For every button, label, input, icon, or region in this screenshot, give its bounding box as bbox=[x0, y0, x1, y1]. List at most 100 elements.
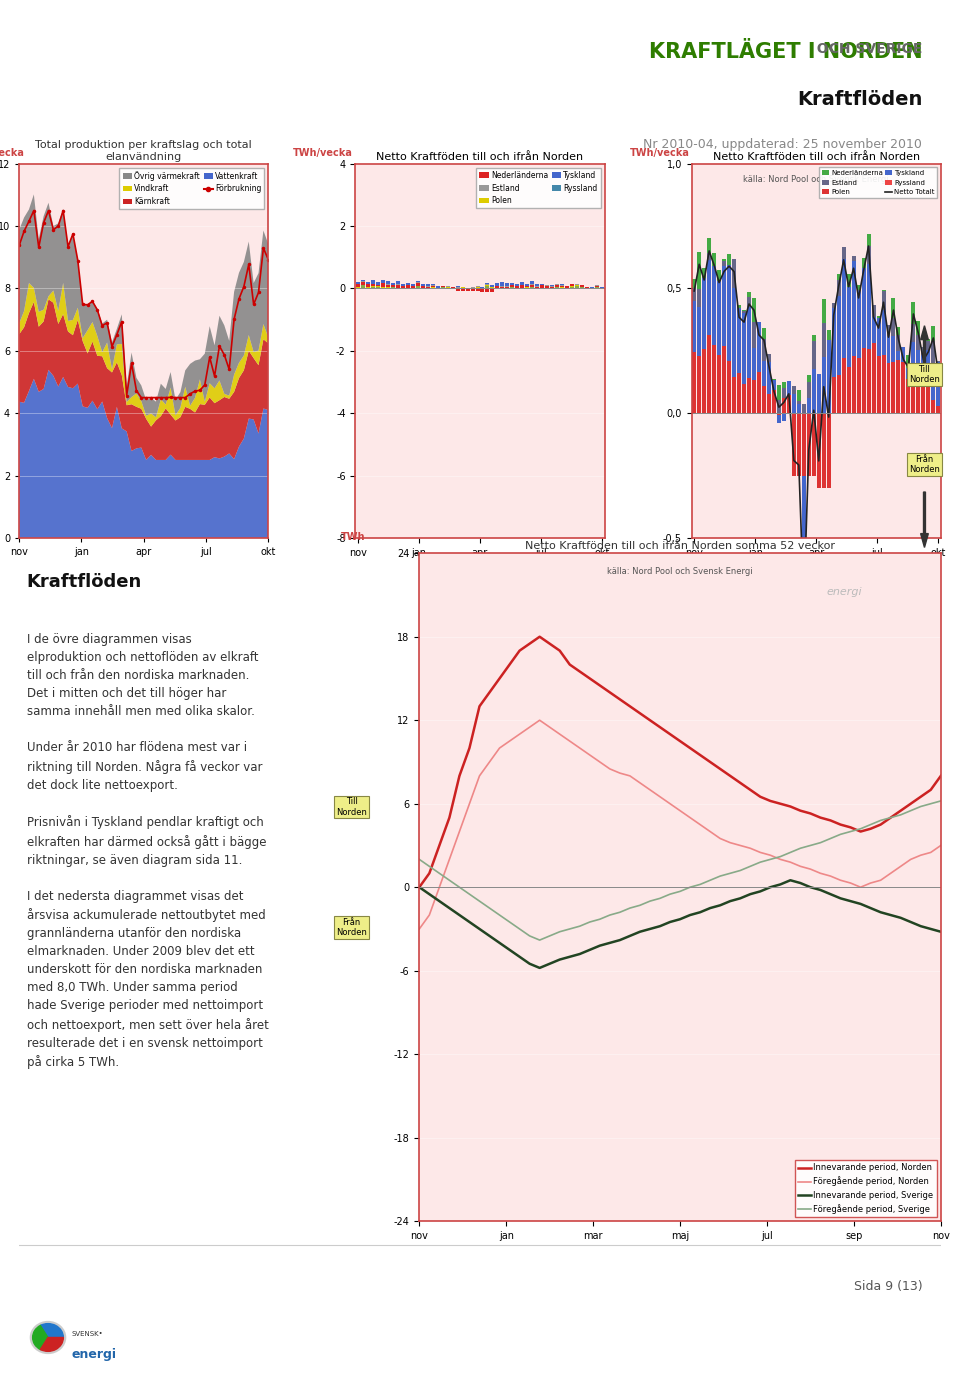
Bar bbox=[806, 376, 811, 383]
Bar bbox=[595, 287, 599, 288]
Bar bbox=[361, 283, 365, 284]
Bar bbox=[906, 355, 910, 367]
Föregående period, Norden bbox=[885, 865, 897, 881]
Bar bbox=[837, 273, 841, 280]
Bar bbox=[381, 280, 385, 284]
Bar bbox=[697, 306, 701, 356]
Innevarande period, Norden bbox=[725, 768, 736, 784]
Bar bbox=[772, 380, 776, 389]
Bar bbox=[742, 313, 746, 384]
Föregående period, Norden bbox=[734, 837, 746, 854]
Bar bbox=[777, 413, 780, 414]
Bar bbox=[792, 394, 796, 413]
Bar bbox=[812, 413, 816, 475]
Bar bbox=[406, 283, 410, 286]
Bar bbox=[926, 376, 930, 413]
Bar bbox=[436, 286, 440, 287]
Text: TWh/vecka: TWh/vecka bbox=[293, 148, 353, 158]
Föregående period, Norden bbox=[935, 837, 947, 854]
Bar bbox=[722, 262, 726, 266]
Bar bbox=[692, 279, 696, 288]
Innevarande period, Sverige bbox=[784, 872, 796, 888]
Bar bbox=[431, 287, 435, 288]
Bar bbox=[906, 369, 910, 378]
Bar bbox=[376, 284, 380, 287]
Bar bbox=[580, 286, 584, 287]
Bar bbox=[911, 324, 916, 342]
Bar bbox=[792, 413, 796, 475]
Line: Innevarande period, Sverige: Innevarande period, Sverige bbox=[420, 880, 941, 967]
Bar bbox=[717, 355, 721, 413]
Text: SVENSK•: SVENSK• bbox=[71, 1331, 103, 1337]
Bar bbox=[491, 288, 494, 292]
Bar bbox=[892, 317, 896, 335]
Bar bbox=[931, 399, 935, 413]
Bar bbox=[867, 233, 871, 245]
Bar bbox=[391, 286, 395, 287]
Bar bbox=[847, 274, 851, 287]
Text: Kraftflöden: Kraftflöden bbox=[27, 574, 142, 592]
Bar bbox=[767, 394, 771, 413]
Bar bbox=[420, 284, 424, 286]
Bar bbox=[897, 351, 900, 360]
Text: OCH SVERIGE: OCH SVERIGE bbox=[690, 42, 923, 55]
Text: Sida 9 (13): Sida 9 (13) bbox=[853, 1279, 923, 1293]
Text: Kraftflöden: Kraftflöden bbox=[797, 90, 923, 108]
Bar bbox=[737, 305, 741, 308]
Innevarande period, Sverige bbox=[534, 959, 545, 976]
Bar bbox=[752, 298, 756, 323]
Innevarande period, Sverige bbox=[835, 890, 847, 906]
Bar bbox=[817, 374, 821, 413]
Bar bbox=[470, 288, 474, 291]
Bar bbox=[856, 291, 860, 358]
Bar bbox=[806, 383, 811, 398]
Bar bbox=[812, 341, 816, 369]
Bar bbox=[727, 265, 732, 360]
Bar bbox=[767, 353, 771, 362]
Text: I de övre diagrammen visas
elproduktion och nettoflöden av elkraft
till och från: I de övre diagrammen visas elproduktion … bbox=[27, 633, 269, 1069]
Bar bbox=[697, 290, 701, 306]
Title: Netto Kraftföden till och ifrån Norden somma 52 veckor: Netto Kraftföden till och ifrån Norden s… bbox=[525, 541, 835, 552]
Bar bbox=[892, 335, 896, 363]
Bar bbox=[872, 305, 876, 317]
Bar bbox=[381, 284, 385, 287]
Bar bbox=[737, 373, 741, 413]
Bar bbox=[822, 413, 826, 488]
Bar bbox=[425, 284, 430, 286]
Bar bbox=[911, 302, 916, 324]
Bar bbox=[396, 281, 399, 284]
Bar bbox=[516, 284, 519, 286]
Innevarande period, Sverige bbox=[564, 948, 575, 965]
Bar bbox=[575, 287, 579, 288]
Bar bbox=[867, 245, 871, 265]
Bar bbox=[376, 283, 380, 284]
Bar bbox=[555, 287, 560, 288]
Bar bbox=[781, 383, 786, 388]
Bar bbox=[831, 302, 836, 308]
Bar bbox=[545, 286, 549, 288]
Bar bbox=[416, 283, 420, 286]
Bar bbox=[762, 387, 766, 413]
Bar bbox=[837, 280, 841, 295]
Innevarande period, Norden bbox=[564, 656, 575, 672]
Bar bbox=[806, 398, 811, 413]
Innevarande period, Norden bbox=[935, 768, 947, 784]
Bar bbox=[371, 284, 375, 286]
Bar bbox=[852, 256, 855, 261]
Föregående period, Norden bbox=[755, 844, 766, 861]
Legend: Nederländerna, Estland, Polen, Tyskland, Ryssland, Netto Totalt: Nederländerna, Estland, Polen, Tyskland,… bbox=[819, 168, 937, 198]
Bar bbox=[712, 266, 716, 345]
Bar bbox=[550, 284, 554, 287]
Bar bbox=[842, 259, 846, 358]
Föregående period, Norden bbox=[725, 834, 736, 851]
Text: källa: Nord Pool och Svensk Energi: källa: Nord Pool och Svensk Energi bbox=[743, 175, 889, 184]
Bar bbox=[708, 261, 711, 335]
Bar bbox=[511, 286, 515, 287]
Bar bbox=[881, 291, 885, 310]
Bar bbox=[747, 306, 751, 378]
Bar bbox=[842, 247, 846, 259]
Bar bbox=[867, 265, 871, 348]
Bar bbox=[931, 366, 935, 399]
Innevarande period, Sverige bbox=[764, 879, 776, 895]
Bar bbox=[861, 258, 866, 267]
